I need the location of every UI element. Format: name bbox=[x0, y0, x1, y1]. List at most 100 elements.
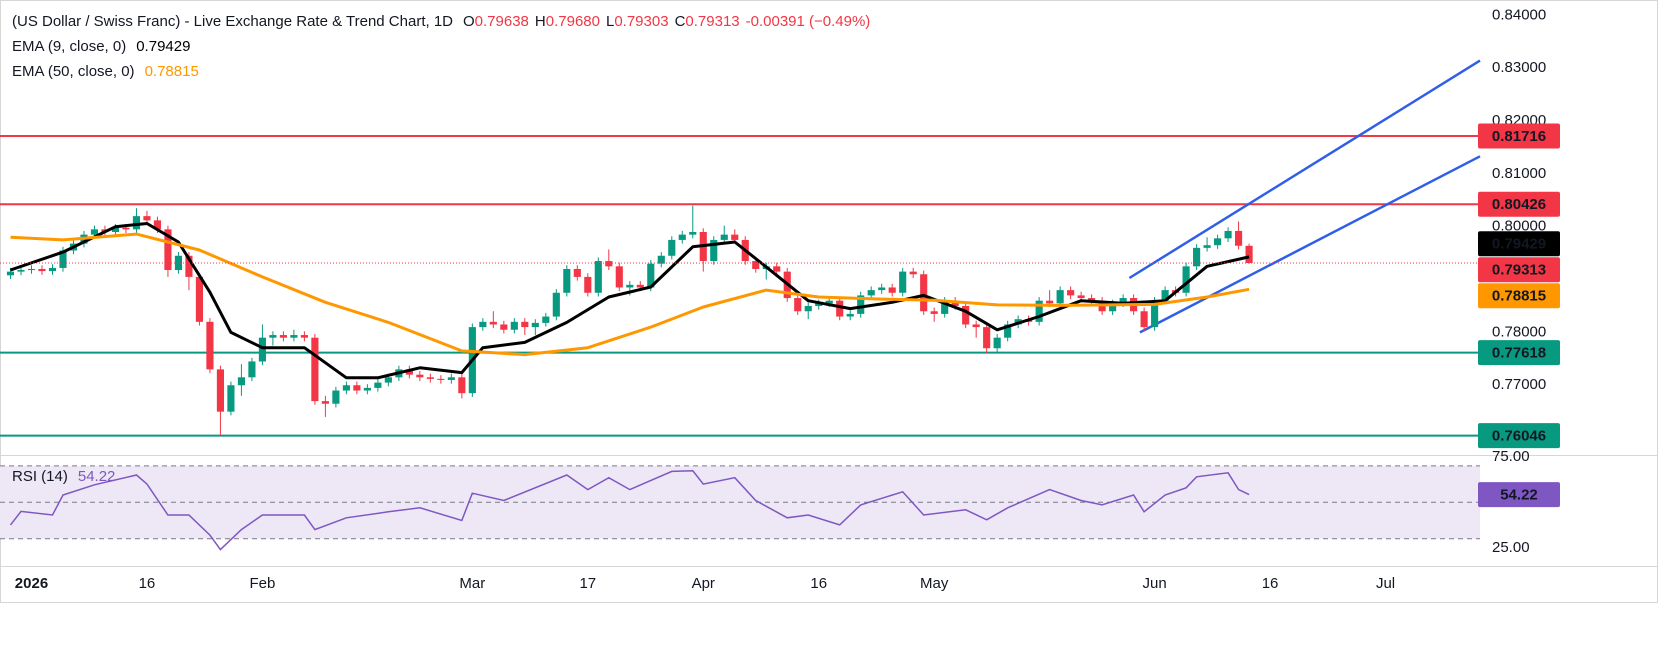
x-tick-label: 2026 bbox=[15, 575, 48, 592]
candle-body bbox=[542, 316, 550, 323]
candle-body bbox=[279, 335, 287, 338]
candle-body bbox=[500, 324, 508, 330]
candle-body bbox=[384, 377, 392, 383]
candle-body bbox=[920, 274, 928, 312]
axis-value-label: 0.80426 bbox=[1492, 196, 1546, 213]
trend-line bbox=[1128, 59, 1481, 280]
x-tick-label: Apr bbox=[692, 575, 715, 592]
axis-value-label: 0.77618 bbox=[1492, 345, 1546, 362]
candle-body bbox=[909, 271, 917, 275]
candle-body bbox=[300, 335, 308, 338]
legend-item: RSI (14) 54.22 bbox=[12, 468, 115, 485]
candle-body bbox=[48, 267, 57, 272]
candle-body bbox=[489, 321, 497, 325]
candle-body bbox=[825, 300, 833, 304]
ohlc-value: 0.79313 bbox=[685, 13, 739, 30]
candle-body bbox=[426, 377, 434, 379]
candle-body bbox=[290, 335, 298, 338]
candle-body bbox=[983, 327, 991, 349]
candle-body bbox=[1235, 230, 1243, 246]
candle-body bbox=[164, 229, 172, 271]
legend-item: EMA (9, close, 0) 0.79429 bbox=[12, 38, 190, 55]
y-tick-label: 0.83000 bbox=[1492, 59, 1546, 76]
candle-body bbox=[153, 220, 162, 230]
candle-body bbox=[752, 261, 760, 269]
axis-value-box bbox=[1478, 123, 1560, 149]
candle-body bbox=[258, 337, 266, 362]
ohlc-value: 0.79638 bbox=[475, 13, 529, 30]
candle-body bbox=[636, 284, 644, 288]
candle-body bbox=[174, 255, 183, 271]
candle-body bbox=[1056, 290, 1064, 304]
candle-body bbox=[710, 239, 718, 262]
axis-value-label: 54.22 bbox=[1500, 487, 1538, 504]
candle-body bbox=[1193, 247, 1201, 267]
candle-body bbox=[195, 276, 204, 322]
axis-value-box bbox=[1478, 231, 1560, 257]
candle-body bbox=[930, 311, 938, 314]
ohlc-label: L bbox=[606, 13, 614, 30]
ohlc-label: O bbox=[463, 13, 475, 30]
candle-body bbox=[888, 287, 896, 293]
candle-body bbox=[1035, 300, 1043, 322]
legend-value: 0.79429 bbox=[136, 38, 190, 55]
candle-body bbox=[405, 369, 413, 375]
candle-body bbox=[1203, 245, 1211, 248]
candle-body bbox=[1067, 290, 1075, 296]
candle-body bbox=[1151, 300, 1159, 328]
axis-value-box bbox=[1478, 423, 1560, 449]
x-tick-label: 16 bbox=[810, 575, 827, 592]
ohlc-value: 0.79303 bbox=[614, 13, 668, 30]
candle-body bbox=[1182, 266, 1190, 293]
candle-body bbox=[311, 337, 319, 402]
candle-body bbox=[1077, 295, 1085, 299]
axis-value-box bbox=[1478, 283, 1560, 309]
candle-body bbox=[6, 271, 15, 276]
candle-body bbox=[353, 385, 361, 391]
axis-value-box bbox=[1478, 482, 1560, 508]
ohlc-label: C bbox=[675, 13, 686, 30]
candle-body bbox=[59, 250, 67, 268]
candle-body bbox=[1224, 230, 1232, 239]
candle-body bbox=[27, 268, 36, 271]
axis-value-label: 0.79313 bbox=[1492, 262, 1546, 279]
candle-body bbox=[846, 313, 854, 317]
candle-body bbox=[38, 268, 46, 272]
candle-body bbox=[416, 374, 424, 378]
candle-body bbox=[216, 369, 224, 412]
candle-body bbox=[1161, 290, 1169, 301]
candle-body bbox=[122, 227, 130, 230]
ema-line bbox=[10, 232, 1250, 357]
candle-body bbox=[972, 324, 980, 328]
candle-body bbox=[867, 290, 875, 296]
candle-body bbox=[321, 401, 329, 404]
candle-body bbox=[941, 300, 949, 314]
candle-body bbox=[1109, 303, 1117, 312]
candle-body bbox=[815, 303, 823, 306]
candle-body bbox=[185, 255, 193, 277]
x-tick-label: 17 bbox=[579, 575, 596, 592]
candle-body bbox=[951, 300, 959, 306]
candle-body bbox=[531, 322, 539, 328]
chart-title: (US Dollar / Swiss Franc) - Live Exchang… bbox=[12, 13, 453, 30]
candle-body bbox=[90, 229, 99, 235]
candle-body bbox=[552, 292, 560, 317]
candle-body bbox=[720, 234, 728, 240]
candle-body bbox=[227, 385, 235, 412]
x-tick-label: 16 bbox=[1262, 575, 1279, 592]
candle-body bbox=[626, 284, 634, 288]
candle-body bbox=[773, 266, 781, 272]
axis-value-label: 0.76046 bbox=[1492, 428, 1546, 445]
x-tick-label: Feb bbox=[249, 575, 275, 592]
axis-value-box bbox=[1478, 340, 1560, 366]
legend-name: EMA (50, close, 0) bbox=[12, 63, 135, 80]
x-tick-label: Mar bbox=[459, 575, 485, 592]
candle-body bbox=[804, 305, 812, 312]
y-tick-label: 0.77000 bbox=[1492, 376, 1546, 393]
candle-body bbox=[678, 234, 686, 240]
candle-body bbox=[794, 298, 802, 312]
legend-header: (US Dollar / Swiss Franc) - Live Exchang… bbox=[12, 13, 870, 30]
candle-body bbox=[143, 216, 151, 221]
